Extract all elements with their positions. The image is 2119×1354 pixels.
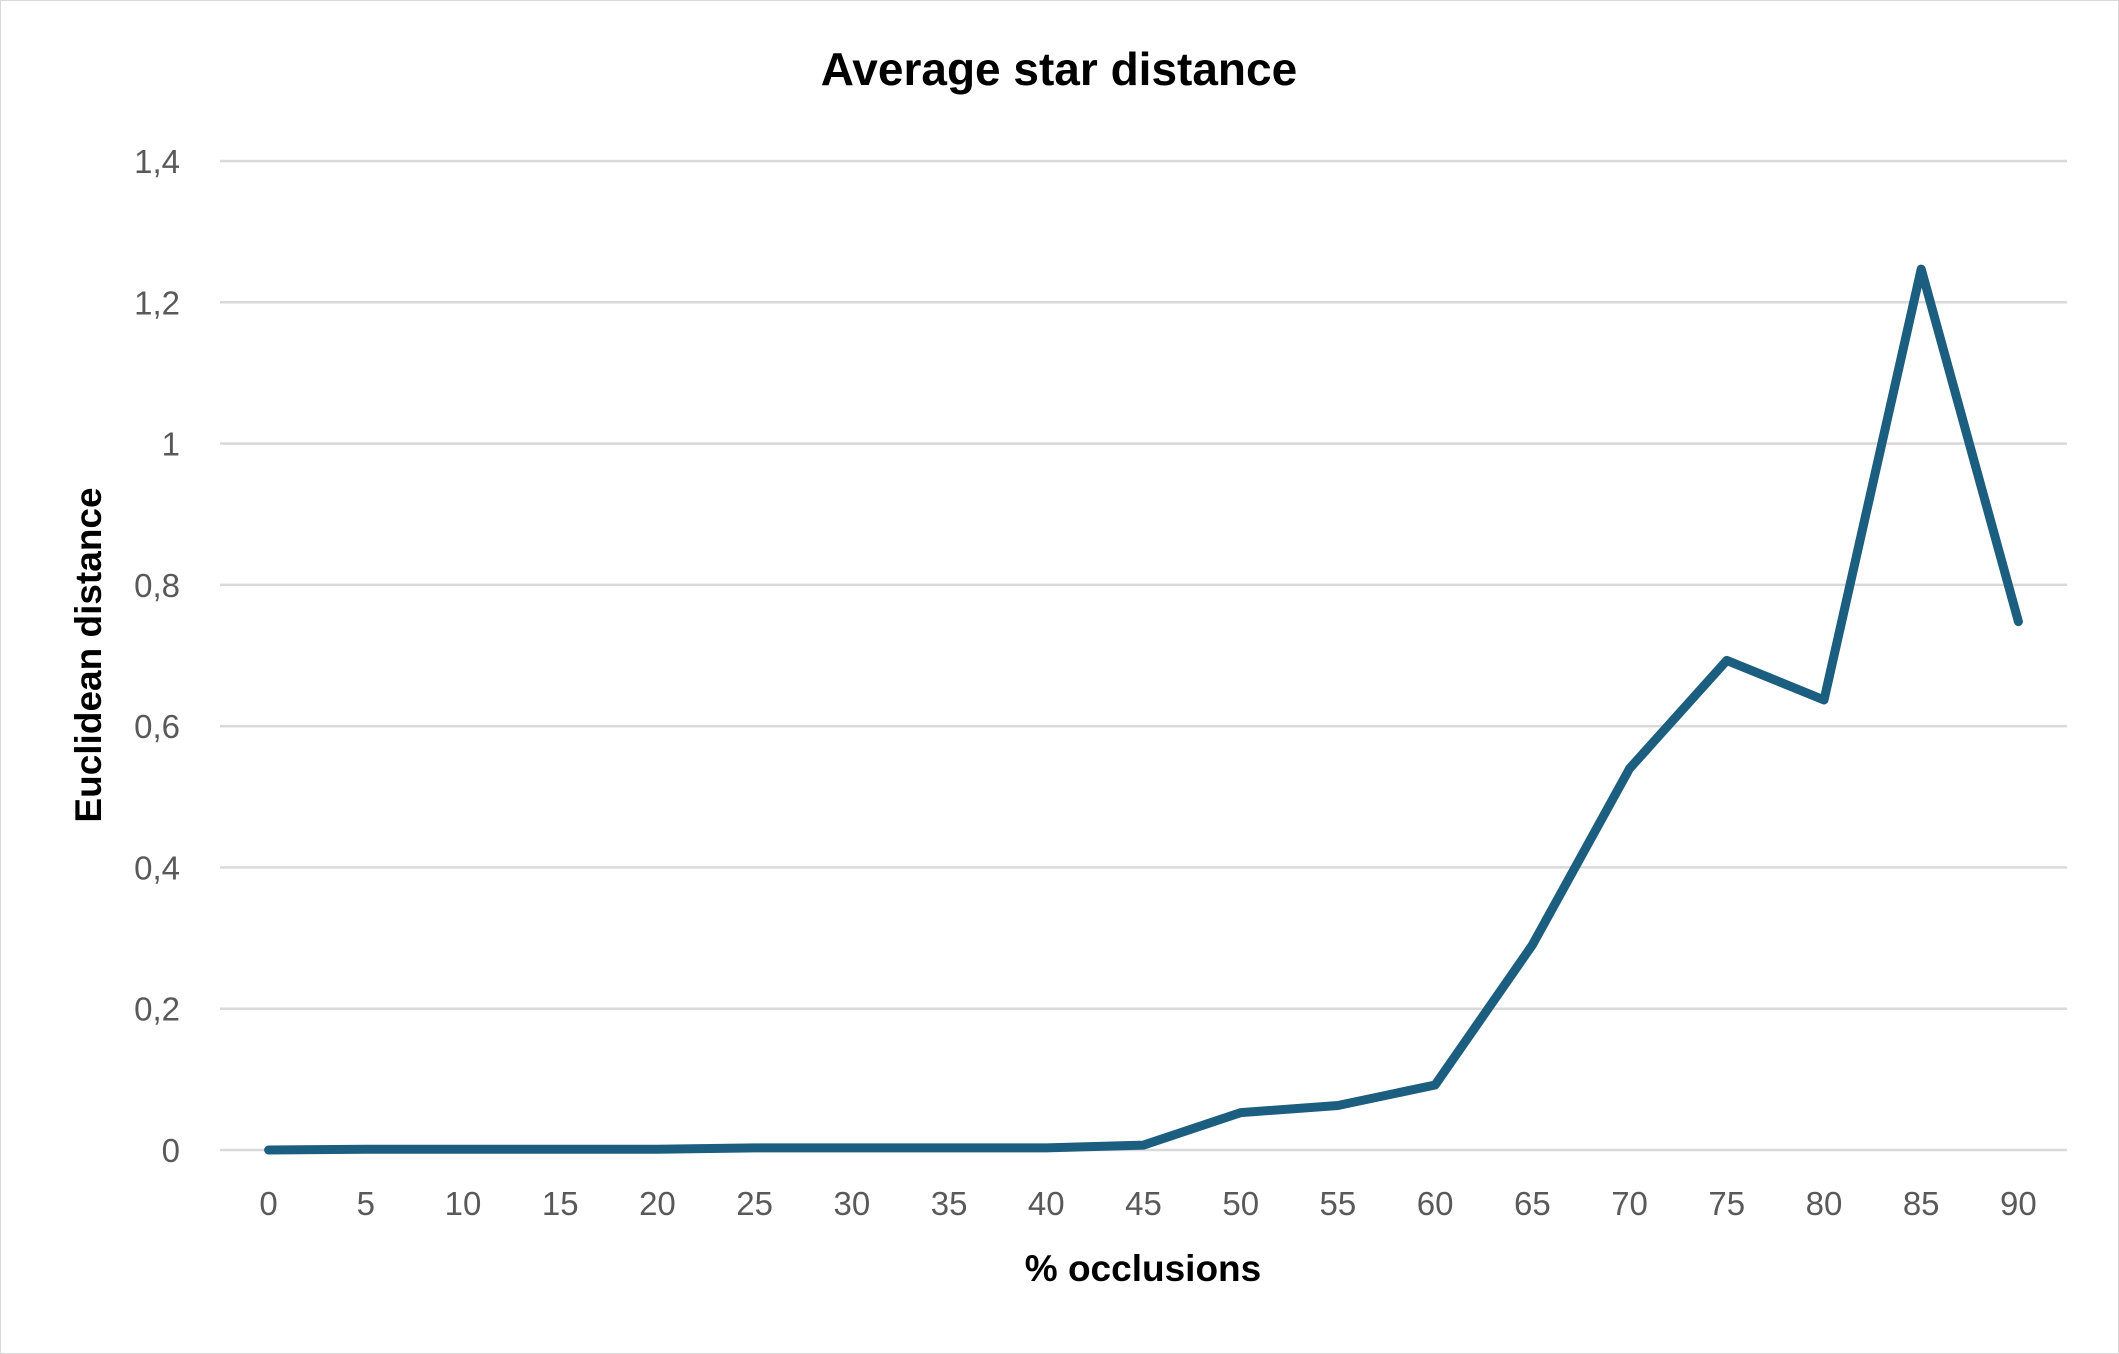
series-line (264, 264, 2023, 1155)
x-tick-label: 35 (931, 1185, 968, 1222)
x-axis-title: % occlusions (1025, 1248, 1261, 1289)
x-tick-label: 65 (1514, 1185, 1551, 1222)
x-tick-label: 60 (1417, 1185, 1454, 1222)
x-tick-label: 85 (1903, 1185, 1940, 1222)
x-tick-label: 55 (1320, 1185, 1357, 1222)
x-tick-label: 90 (2000, 1185, 2037, 1222)
chart-title: Average star distance (821, 43, 1297, 95)
x-tick-label: 70 (1611, 1185, 1648, 1222)
x-tick-label: 50 (1222, 1185, 1259, 1222)
x-tick-label: 80 (1806, 1185, 1843, 1222)
x-axis-ticks: 0 5 10 15 20 25 30 35 40 45 50 55 60 65 70 75 80 85 90 (259, 1185, 2036, 1222)
y-tick-label: 0,2 (134, 991, 180, 1028)
y-tick-label: 1,2 (134, 284, 180, 321)
y-tick-label: 0,8 (134, 567, 180, 604)
x-tick-label: 25 (736, 1185, 773, 1222)
y-tick-label: 1,4 (134, 143, 180, 180)
x-tick-label: 15 (542, 1185, 579, 1222)
x-tick-label: 0 (259, 1185, 277, 1222)
gridlines (220, 159, 2067, 1152)
y-tick-label: 0,4 (134, 849, 180, 886)
y-axis-title: Euclidean distance (68, 487, 109, 822)
y-tick-label: 1 (162, 426, 180, 463)
x-tick-label: 45 (1125, 1185, 1162, 1222)
x-tick-label: 30 (834, 1185, 871, 1222)
y-tick-label: 0,6 (134, 708, 180, 745)
x-tick-label: 75 (1708, 1185, 1745, 1222)
x-tick-label: 5 (357, 1185, 375, 1222)
y-tick-label: 0 (162, 1132, 180, 1169)
y-axis-ticks: 0 0,2 0,4 0,6 0,8 1 1,2 1,4 (134, 143, 180, 1169)
x-tick-label: 40 (1028, 1185, 1065, 1222)
x-tick-label: 10 (445, 1185, 482, 1222)
series-layer (264, 264, 2023, 1155)
x-tick-label: 20 (639, 1185, 676, 1222)
